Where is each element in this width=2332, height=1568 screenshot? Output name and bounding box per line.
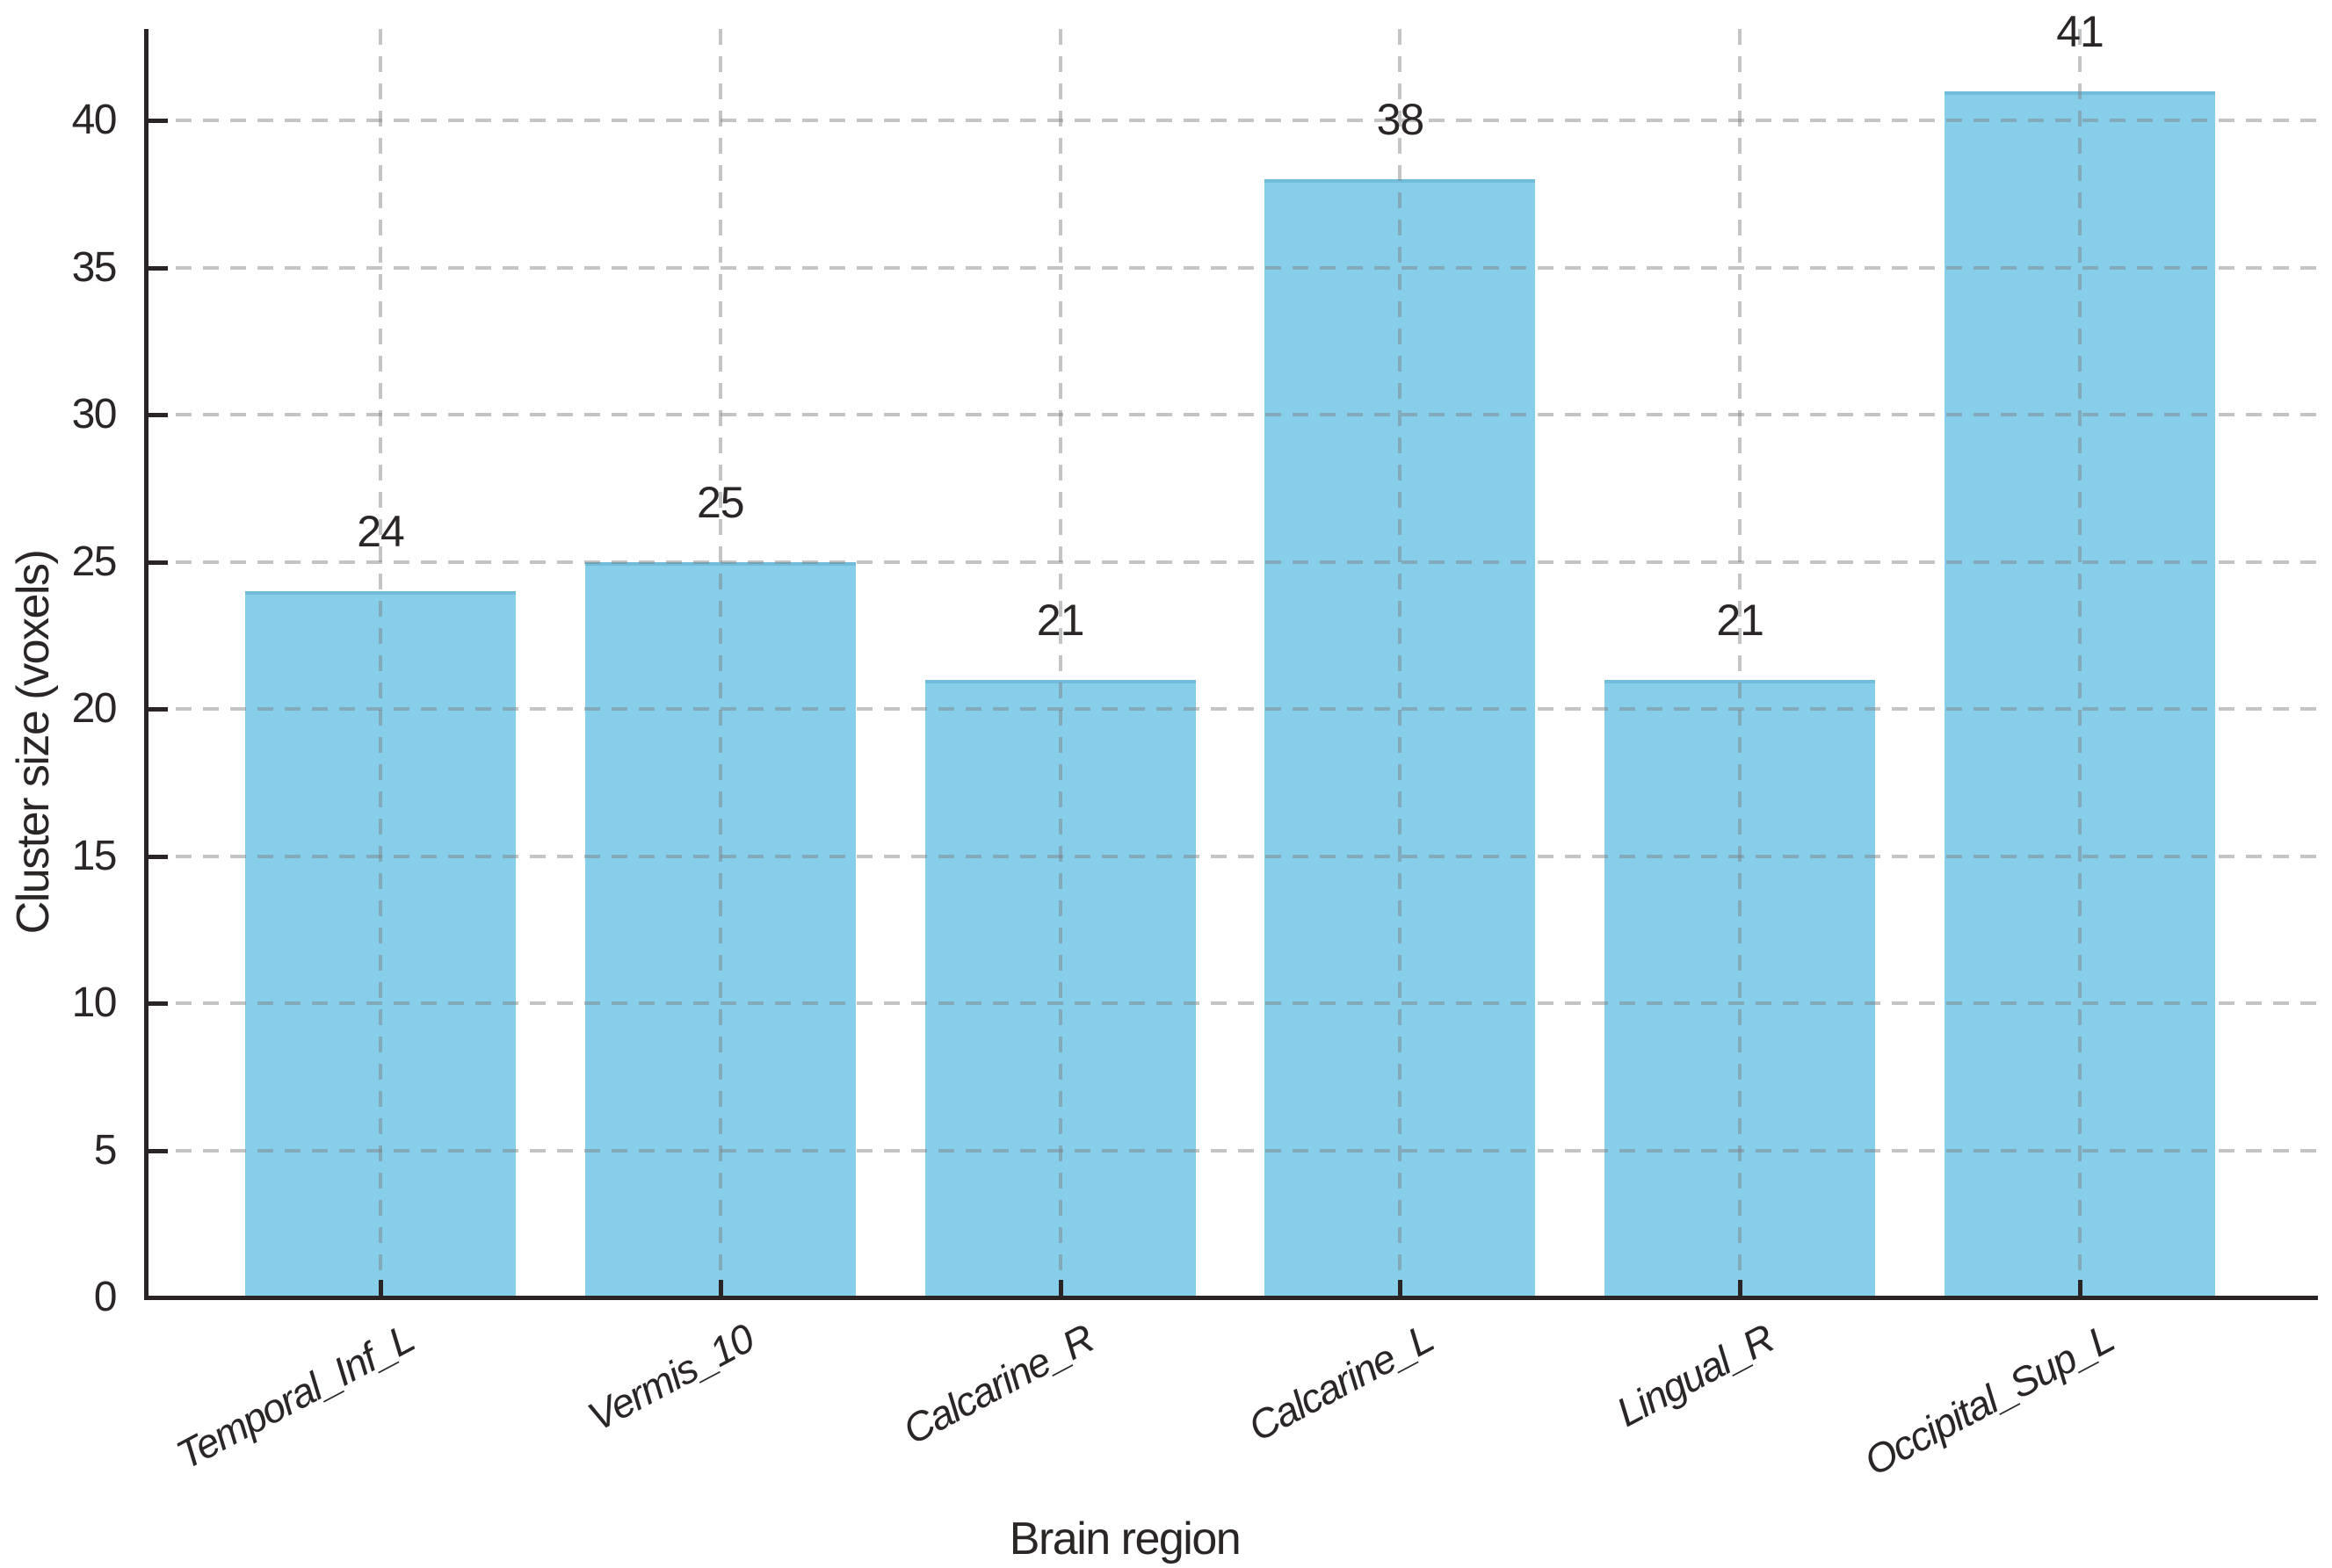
y-tick-mark (148, 119, 168, 123)
horizontal-gridline (148, 413, 2318, 416)
bar (1264, 179, 1536, 1297)
horizontal-gridline (148, 1148, 2318, 1153)
y-tick-label: 15 (71, 832, 118, 879)
horizontal-gridline (148, 854, 2318, 858)
bar-value-label: 21 (1716, 595, 1764, 645)
bar (1945, 90, 2215, 1297)
bar (584, 561, 856, 1297)
x-axis-spine (144, 1296, 2318, 1300)
y-tick-mark (148, 854, 168, 859)
y-tick-mark (148, 1296, 168, 1300)
x-tick-mark (1738, 1280, 1743, 1297)
x-tick-mark (1398, 1280, 1403, 1297)
vertical-gridline (2078, 29, 2082, 1297)
x-tick-label: Temporal_Inf_L (169, 1315, 421, 1478)
y-tick-label: 25 (71, 538, 118, 585)
bar-value-label: 24 (357, 507, 405, 556)
vertical-gridline (1738, 29, 1742, 1297)
y-tick-mark (148, 1001, 168, 1006)
x-tick-label: Calcarine_R (895, 1315, 1101, 1454)
bar-value-label: 41 (2056, 6, 2104, 56)
y-tick-label: 35 (71, 243, 118, 291)
vertical-gridline (718, 29, 722, 1297)
y-axis-title: Cluster size (voxels) (8, 550, 59, 935)
x-tick-mark (1058, 1280, 1063, 1297)
bar-value-label: 38 (1376, 95, 1425, 144)
y-tick-label: 5 (93, 1126, 118, 1174)
y-axis-spine (144, 29, 148, 1300)
horizontal-gridline (148, 1001, 2318, 1005)
y-tick-mark (148, 707, 168, 712)
horizontal-gridline (148, 119, 2318, 122)
y-tick-mark (148, 1148, 168, 1153)
y-tick-mark (148, 560, 168, 565)
x-tick-mark (2078, 1280, 2082, 1297)
y-tick-label: 30 (71, 391, 118, 437)
horizontal-gridline (148, 560, 2318, 564)
y-tick-mark (148, 265, 168, 271)
y-tick-label: 10 (71, 979, 118, 1026)
bar (1604, 679, 1876, 1297)
x-tick-mark (379, 1280, 383, 1297)
vertical-gridline (1058, 29, 1062, 1297)
y-tick-mark (148, 413, 168, 417)
horizontal-gridline (148, 707, 2318, 711)
vertical-gridline (1398, 29, 1402, 1297)
vertical-gridline (379, 29, 382, 1297)
x-tick-mark (718, 1280, 723, 1297)
bar (245, 591, 516, 1297)
x-tick-label: Occipital_Sup_L (1856, 1315, 2120, 1485)
horizontal-gridline (148, 265, 2318, 270)
x-tick-label: Vermis_10 (580, 1315, 761, 1441)
y-tick-label: 0 (93, 1274, 118, 1320)
bar-value-label: 25 (696, 477, 745, 527)
x-tick-label: Calcarine_L (1241, 1315, 1441, 1450)
y-tick-label: 40 (71, 97, 118, 143)
x-tick-label: Lingual_R (1608, 1315, 1781, 1435)
bar (924, 679, 1196, 1297)
bar-value-label: 21 (1036, 595, 1085, 645)
y-tick-label: 20 (71, 685, 118, 732)
x-axis-title: Brain region (1009, 1514, 1242, 1564)
